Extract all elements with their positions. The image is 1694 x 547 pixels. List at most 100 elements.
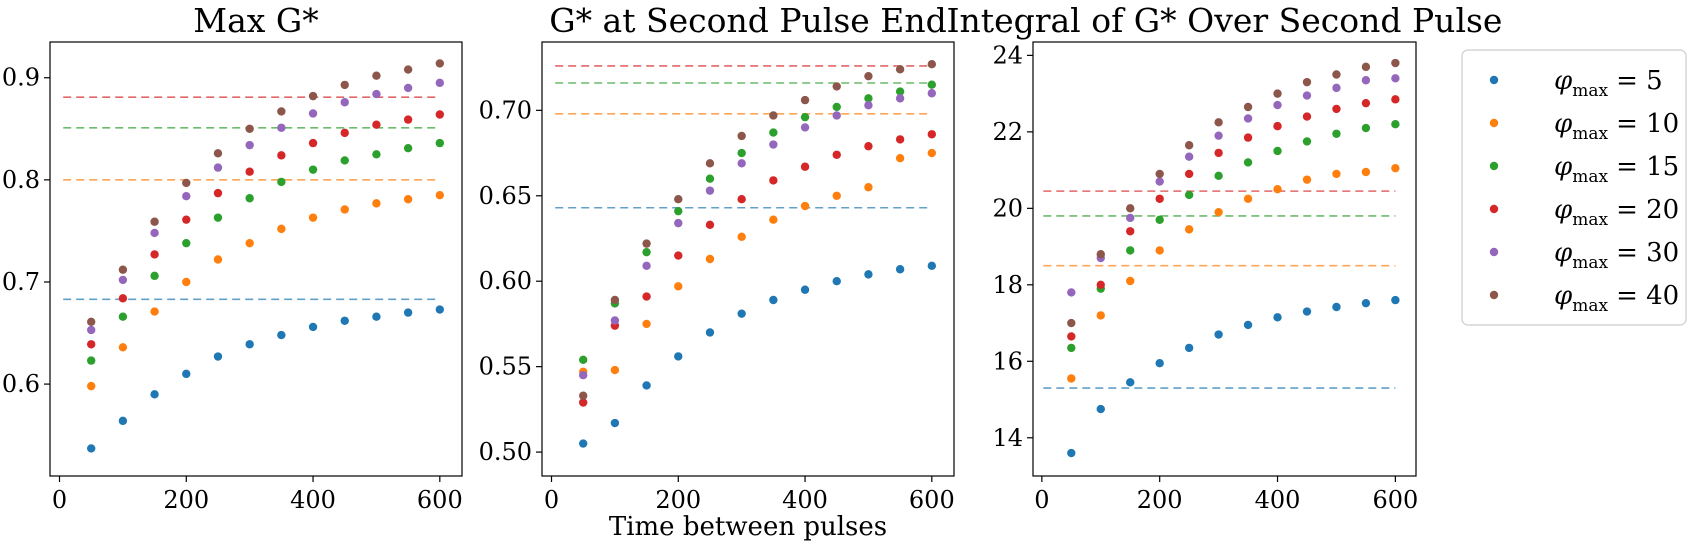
data-point (435, 305, 445, 314)
legend-marker (1489, 118, 1499, 128)
data-point (118, 312, 128, 321)
data-point (1096, 280, 1105, 290)
y-tick-label: 0.55 (479, 353, 532, 381)
data-point (769, 140, 778, 149)
data-point (1332, 70, 1341, 79)
data-point (674, 218, 683, 228)
data-point (1096, 404, 1105, 414)
data-point (579, 398, 588, 407)
data-point (87, 444, 96, 453)
data-point (245, 140, 254, 150)
data-point (340, 98, 349, 107)
data-point (1332, 104, 1341, 114)
data-point (832, 191, 841, 200)
data-point (864, 101, 873, 110)
data-point (705, 186, 715, 195)
x-tick-label: 400 (1255, 486, 1301, 514)
data-point (435, 78, 445, 88)
data-point (213, 188, 223, 198)
data-point (737, 194, 746, 204)
chart-title: Max G* (193, 1, 318, 40)
data-point (118, 416, 128, 426)
x-tick-label: 0 (52, 486, 67, 514)
data-point (403, 115, 413, 124)
y-tick-label: 20 (992, 194, 1023, 222)
data-point (1302, 112, 1312, 121)
data-point (1184, 343, 1194, 353)
x-tick-label: 400 (782, 486, 828, 514)
data-point (1243, 114, 1253, 123)
data-point (245, 167, 254, 176)
chart-title: Integral of G* Over Second Pulse (947, 1, 1503, 40)
data-point (1067, 288, 1076, 297)
data-point (1302, 91, 1312, 100)
chart-panel-2: G* at Second Pulse End 0 200 400 600 0.50 0.55… (479, 1, 955, 542)
legend-label: φmax = 20 (1554, 195, 1679, 230)
data-point (277, 224, 286, 234)
legend-entry: φmax = 20 (1489, 195, 1679, 230)
data-point (245, 238, 254, 248)
series-15 (1067, 120, 1400, 353)
y-tick-label: 0.8 (2, 166, 40, 194)
series-20 (87, 110, 445, 349)
legend-symbol: φ (1554, 281, 1573, 311)
data-point (213, 352, 223, 361)
data-point (769, 111, 778, 120)
chart-title: G* at Second Pulse End (549, 1, 947, 40)
data-point (800, 95, 810, 105)
x-tick-label: 600 (1372, 486, 1418, 514)
data-point (674, 251, 683, 260)
data-point (1126, 276, 1135, 286)
data-point (1243, 133, 1253, 142)
data-point (800, 162, 810, 171)
data-point (642, 261, 651, 271)
data-point (705, 159, 715, 168)
data-point (895, 153, 905, 163)
data-point (372, 120, 381, 129)
data-point (895, 135, 905, 144)
series-15 (579, 80, 937, 365)
y-tick-label: 0.60 (479, 267, 532, 295)
data-point (1302, 175, 1312, 184)
data-point (642, 319, 651, 329)
data-point (579, 391, 588, 400)
data-point (118, 275, 128, 285)
legend-label: φmax = 40 (1554, 281, 1679, 316)
data-point (927, 60, 937, 69)
data-point (277, 107, 286, 116)
legend-entry: φmax = 30 (1489, 238, 1679, 273)
x-tick-label: 0 (544, 486, 559, 514)
data-point (705, 328, 715, 337)
data-point (800, 201, 810, 211)
data-point (245, 124, 254, 133)
data-point (308, 213, 318, 222)
y-tick-label: 14 (992, 424, 1023, 452)
data-point (1243, 320, 1253, 330)
data-point (308, 109, 318, 118)
data-point (864, 142, 873, 151)
legend-symbol: φ (1554, 66, 1573, 96)
data-point (769, 215, 778, 224)
data-point (1214, 131, 1223, 140)
legend-value: = 10 (1616, 109, 1679, 139)
legend-subscript: max (1572, 81, 1608, 101)
data-point (340, 316, 349, 325)
data-point (340, 156, 349, 165)
data-point (1391, 95, 1400, 104)
data-point (1126, 227, 1135, 236)
data-point (737, 148, 746, 158)
data-point (927, 80, 937, 89)
data-point (832, 111, 841, 120)
data-point (1302, 137, 1312, 146)
data-point (308, 91, 318, 101)
data-point (579, 355, 588, 365)
data-point (1273, 89, 1282, 98)
chart-panel-3: Integral of G* Over Second Pulse 0 200 400 6… (947, 1, 1503, 514)
x-tick-label: 200 (1137, 486, 1183, 514)
series-10 (1067, 163, 1400, 383)
data-point (800, 285, 810, 294)
data-point (150, 250, 159, 259)
data-point (87, 381, 96, 391)
